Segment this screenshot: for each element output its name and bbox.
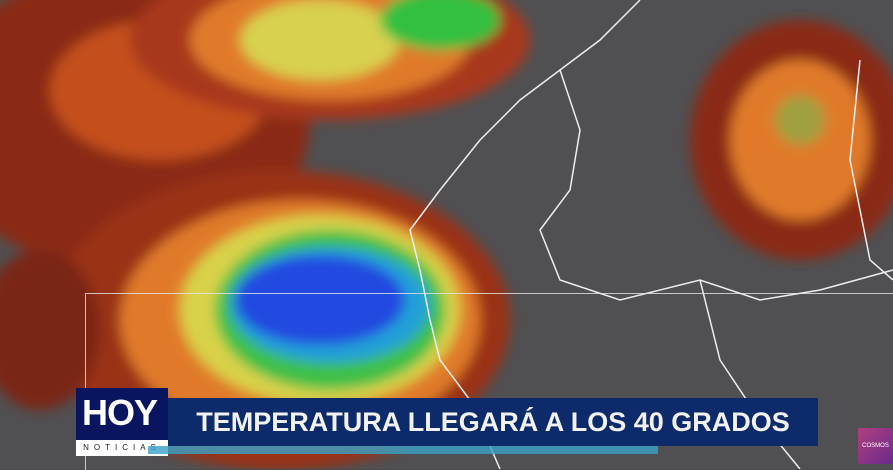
logo-main-text: HOY: [82, 392, 158, 433]
channel-bug-logo: COSMOS: [858, 428, 893, 464]
headline-text: TEMPERATURA LLEGARÁ A LOS 40 GRADOS: [196, 406, 790, 437]
logo-sub-text: NOTICIAS: [76, 440, 168, 456]
channel-bug-text: COSMOS: [862, 443, 889, 449]
hoy-noticias-logo: HOY NOTICIAS: [76, 388, 168, 456]
video-frame-outline: [85, 293, 893, 470]
headline-accent-strip: [148, 446, 658, 454]
headline-bar: TEMPERATURA LLEGARÁ A LOS 40 GRADOS: [168, 398, 818, 446]
